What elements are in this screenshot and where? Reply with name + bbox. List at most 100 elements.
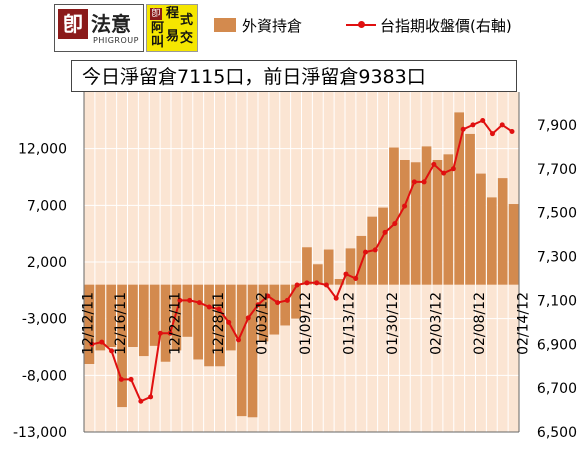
legend-line-marker [358, 21, 365, 28]
close-price-point [109, 348, 115, 354]
right-axis-tick-label: 7,100 [537, 293, 577, 309]
close-price-point [216, 306, 222, 312]
position-bar [204, 284, 214, 367]
right-axis-tick-label: 6,900 [537, 337, 577, 353]
position-bar [225, 284, 236, 351]
logo2-char: 阿 [151, 21, 165, 36]
close-price-point [441, 170, 447, 176]
position-bar [280, 284, 291, 326]
x-axis-date-label: 12/22/11 [167, 292, 183, 355]
legend-bar-swatch [214, 18, 236, 32]
program-trading-mark-icon: 卽 [150, 8, 162, 20]
logo2-char: 式 [180, 13, 194, 28]
phigroup-mark-icon: 卽 [58, 9, 88, 39]
right-axis-tick-label: 7,900 [537, 118, 577, 134]
close-price-point [157, 330, 163, 336]
position-bar [378, 207, 388, 285]
close-price-point [138, 398, 144, 404]
logo2-char: 程 [166, 6, 180, 21]
position-bar [193, 284, 204, 360]
position-bar [84, 284, 95, 364]
close-price-point [450, 166, 456, 172]
close-price-point [460, 126, 466, 132]
x-axis-date-label: 01/03/12 [254, 292, 270, 355]
close-price-point [118, 376, 124, 382]
close-price-point [284, 297, 290, 303]
position-bar [399, 160, 410, 285]
left-axis-tick-label: -8,000 [22, 368, 67, 384]
position-bar [258, 284, 269, 342]
position-bar [432, 160, 443, 285]
position-bar [334, 279, 345, 285]
position-bar [215, 284, 225, 367]
position-bar [95, 284, 106, 351]
close-price-point [353, 275, 359, 281]
close-price-point [480, 118, 486, 124]
right-axis-tick-label: 7,300 [537, 250, 577, 266]
close-price-point [245, 315, 251, 321]
position-bar [465, 133, 475, 285]
phigroup-logo: 卽 法意 PHIGROUP [54, 4, 144, 52]
position-bar [302, 247, 312, 285]
close-price-point [148, 394, 154, 400]
x-axis-date-label: 12/12/11 [80, 292, 96, 355]
position-bar [269, 284, 280, 335]
position-bar [149, 284, 160, 346]
right-axis-tick-label: 7,700 [537, 162, 577, 178]
position-bar [421, 146, 432, 285]
close-price-point [323, 282, 329, 288]
close-price-point [421, 179, 427, 185]
position-bar [128, 284, 138, 347]
position-bar [247, 284, 258, 418]
close-price-point [196, 300, 202, 306]
close-price-point [333, 295, 339, 301]
x-axis-date-label: 12/28/11 [211, 292, 227, 355]
position-bar [497, 178, 508, 285]
position-bar [291, 284, 301, 319]
close-price-point [265, 293, 271, 299]
close-price-point [167, 330, 173, 336]
close-price-point [89, 341, 95, 347]
position-bar [389, 147, 399, 285]
close-price-point [187, 297, 193, 303]
close-price-point [304, 280, 310, 286]
position-bar [476, 173, 486, 285]
close-price-point [128, 376, 134, 382]
close-price-point [99, 339, 105, 345]
close-price-point [470, 122, 476, 128]
position-note: 今日淨留倉7115口，前日淨留倉9383口 [71, 60, 517, 92]
close-price-point [255, 302, 261, 308]
position-bar [345, 248, 356, 285]
phigroup-name: 法意 [91, 12, 131, 36]
x-axis-date-label: 01/13/12 [341, 292, 357, 355]
logo2-char: 易 [166, 29, 180, 44]
position-bar [486, 197, 497, 285]
close-price-point [177, 297, 183, 303]
x-axis-date-label: 01/30/12 [385, 292, 401, 355]
close-price-point [226, 319, 232, 325]
position-bar [182, 284, 193, 337]
position-bar [454, 112, 465, 285]
x-axis-date-label: 12/16/11 [113, 292, 129, 355]
position-bar [312, 264, 323, 285]
legend-label-positions: 外資持倉 [242, 17, 303, 35]
close-price-point [362, 249, 368, 255]
position-bar [356, 235, 367, 285]
close-price-point [431, 161, 437, 167]
position-bar [106, 284, 117, 347]
close-price-point [402, 203, 408, 209]
right-axis-tick-label: 7,500 [537, 206, 577, 222]
x-axis-date-label: 02/08/12 [472, 292, 488, 355]
close-price-point [343, 271, 349, 277]
close-price-point [372, 247, 378, 253]
x-axis-date-label: 02/14/12 [515, 292, 531, 355]
left-axis-tick-label: 2,000 [27, 255, 67, 271]
phigroup-sub: PHIGROUP [93, 36, 139, 45]
left-axis-tick-label: -3,000 [22, 312, 67, 328]
right-axis-tick-label: 6,500 [537, 425, 577, 441]
logo2-char: 叫 [151, 35, 165, 50]
position-bar [138, 284, 149, 357]
close-price-point [382, 229, 388, 235]
